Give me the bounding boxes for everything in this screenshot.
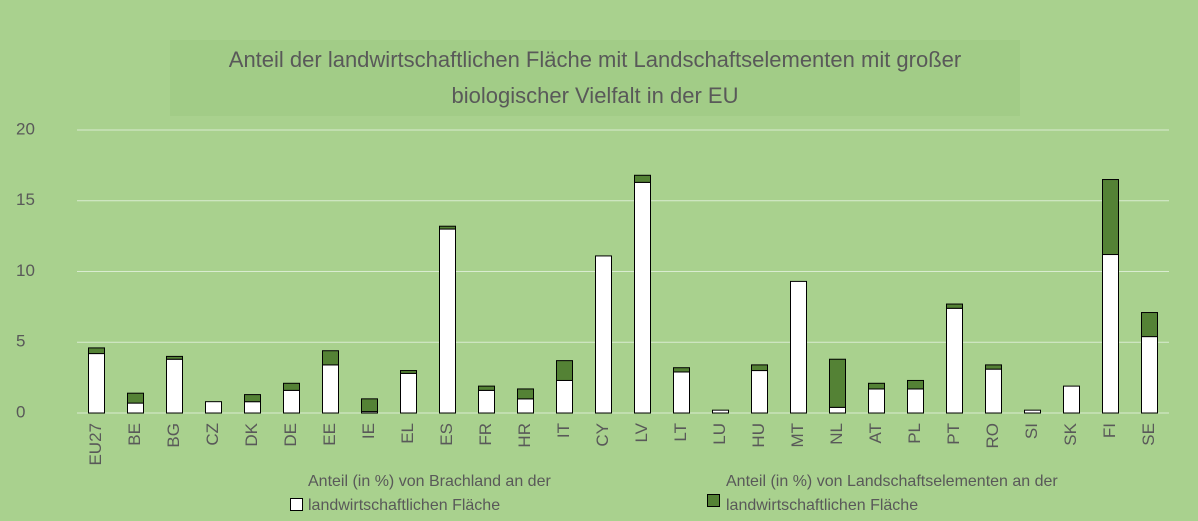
bar-segment xyxy=(868,382,885,390)
bar-segment xyxy=(244,394,261,403)
x-tick-label: IT xyxy=(554,423,573,438)
y-tick-label: 20 xyxy=(16,119,35,138)
bar-segment xyxy=(1141,312,1158,338)
bar-segment xyxy=(127,392,144,404)
bar-segment xyxy=(88,347,105,355)
bar-segment xyxy=(751,370,768,414)
legend-label: Anteil (in %) von Landschaftselementen a… xyxy=(726,473,1058,514)
bar-segment xyxy=(1141,336,1158,414)
bar-segment xyxy=(985,364,1002,370)
bar-segment xyxy=(283,389,300,414)
bar-segment xyxy=(400,372,417,414)
legend-swatch xyxy=(707,494,720,507)
y-tick-label: 15 xyxy=(16,190,35,209)
x-tick-label: BE xyxy=(125,423,144,446)
bar-segment xyxy=(1063,385,1080,414)
x-tick-label: EU27 xyxy=(86,423,105,466)
bar-segment xyxy=(556,360,573,381)
bar-segment xyxy=(400,370,417,374)
bar-segment xyxy=(166,358,183,414)
x-tick-label: IE xyxy=(359,423,378,439)
x-tick-label: DK xyxy=(242,422,261,446)
x-tick-label: CZ xyxy=(203,423,222,446)
bar-segment xyxy=(439,228,456,414)
x-tick-label: NL xyxy=(827,423,846,445)
bar-segment xyxy=(634,174,651,183)
bar-segment xyxy=(1024,409,1041,414)
x-tick-label: SE xyxy=(1139,423,1158,446)
x-tick-label: DE xyxy=(281,423,300,447)
bar-segment xyxy=(205,401,222,414)
bar-segment xyxy=(244,401,261,414)
x-tick-label: HR xyxy=(515,423,534,448)
bar-segment xyxy=(322,364,339,414)
bar-segment xyxy=(88,353,105,414)
bar-segment xyxy=(595,255,612,414)
bar-segment xyxy=(127,402,144,414)
x-tick-label: RO xyxy=(983,423,1002,449)
bar-segment xyxy=(829,358,846,408)
bar-segment xyxy=(1102,179,1119,256)
y-tick-label: 0 xyxy=(16,402,25,421)
bar-segment xyxy=(907,388,924,414)
y-tick-label: 5 xyxy=(16,332,25,351)
bar-segment xyxy=(478,385,495,391)
x-tick-label: SI xyxy=(1022,423,1041,439)
x-tick-label: PL xyxy=(905,423,924,444)
bar-segment xyxy=(751,364,768,372)
chart-title: Anteil der landwirtschaftlichen Fläche m… xyxy=(170,40,1020,116)
bar-segment xyxy=(868,388,885,414)
x-tick-label: PT xyxy=(944,423,963,445)
x-tick-label: BG xyxy=(164,423,183,448)
bar-segment xyxy=(946,307,963,414)
legend-swatch xyxy=(290,498,303,511)
bar-segment xyxy=(322,350,339,366)
bar-segment xyxy=(985,368,1002,414)
bar-segment xyxy=(829,406,846,414)
bar-segment xyxy=(517,388,534,400)
x-tick-label: HU xyxy=(749,423,768,448)
bar-segment xyxy=(517,398,534,414)
x-tick-label: LV xyxy=(632,422,651,442)
bar-segment xyxy=(283,382,300,391)
x-tick-label: FI xyxy=(1100,423,1119,438)
bar-segment xyxy=(673,367,690,373)
x-tick-label: EL xyxy=(398,423,417,444)
x-tick-label: FR xyxy=(476,423,495,446)
x-tick-label: EE xyxy=(320,423,339,446)
legend-label: Anteil (in %) von Brachland an der landw… xyxy=(308,473,551,514)
bar-segment xyxy=(556,379,573,414)
y-tick-label: 10 xyxy=(16,261,35,280)
bar-segment xyxy=(439,225,456,230)
bar-segment xyxy=(634,181,651,414)
x-tick-label: MT xyxy=(788,423,807,448)
bar-segment xyxy=(673,371,690,414)
x-tick-label: LT xyxy=(671,423,690,442)
bar-segment xyxy=(361,398,378,413)
bar-segment xyxy=(790,280,807,414)
x-tick-label: AT xyxy=(866,423,885,443)
x-tick-label: LU xyxy=(710,423,729,445)
bar-segment xyxy=(907,379,924,390)
bar-segment xyxy=(478,389,495,414)
bar-segment xyxy=(946,303,963,309)
x-tick-label: SK xyxy=(1061,422,1080,445)
bar-segment xyxy=(166,355,183,360)
x-tick-label: CY xyxy=(593,423,612,447)
x-tick-label: ES xyxy=(437,423,456,446)
bar-segment xyxy=(712,409,729,414)
bar-segment xyxy=(1102,254,1119,414)
